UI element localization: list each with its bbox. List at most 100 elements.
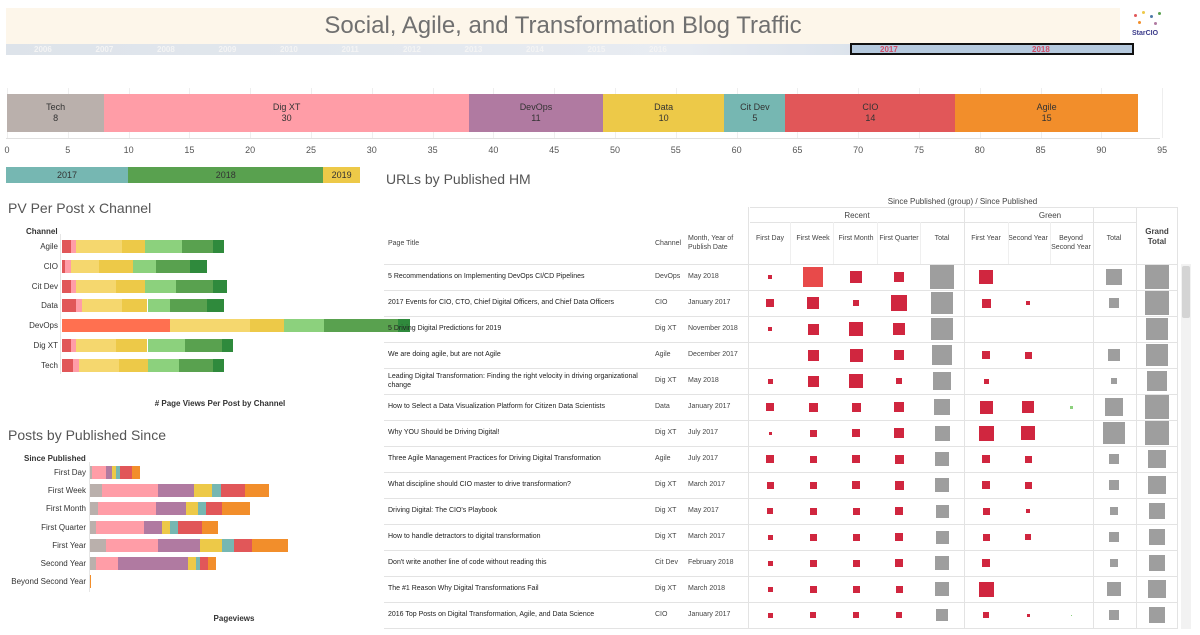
timeline-year-2015[interactable]: 2015 <box>587 45 606 54</box>
since-bar-segment-agile <box>90 575 91 589</box>
table-row-divider <box>384 628 1177 629</box>
since-row-label: First Week <box>47 486 86 496</box>
since-chart-title: Posts by Published Since <box>8 427 166 443</box>
row-page-title[interactable]: How to Select a Data Visualization Platf… <box>388 403 605 410</box>
timeline-year-2008[interactable]: 2008 <box>157 45 175 54</box>
channel-segment-cio[interactable]: CIO 14 <box>785 94 956 132</box>
channel-segment-dig-xt[interactable]: Dig XT 30 <box>104 94 470 132</box>
table-row-divider <box>384 472 1177 473</box>
timeline-selection[interactable] <box>850 43 1134 55</box>
table-mark <box>1107 582 1121 596</box>
row-page-title[interactable]: How to handle detractors to digital tran… <box>388 533 541 540</box>
table-mark <box>767 560 773 566</box>
row-page-title[interactable]: Driving Digital: The CIO's Playbook <box>388 507 497 514</box>
pv-row-label: Dig XT <box>33 341 58 350</box>
channel-segment-label: Data <box>654 102 674 112</box>
table-mark <box>768 275 772 279</box>
table-vline <box>1093 207 1094 629</box>
row-page-title[interactable]: 5 Driving Digital Predictions for 2019 <box>388 325 502 332</box>
row-page-title[interactable]: What discipline should CIO master to dri… <box>388 481 571 488</box>
pv-bar-segment <box>170 319 251 333</box>
row-date: February 2018 <box>688 559 734 566</box>
table-mark <box>1145 421 1169 445</box>
row-page-title[interactable]: Don't write another line of code without… <box>388 559 547 566</box>
pv-bar-segment <box>116 279 145 293</box>
channel-segment-data[interactable]: Data 10 <box>602 94 725 132</box>
timeline-year-2016[interactable]: 2016 <box>649 45 667 54</box>
year-segment-2017[interactable]: 2017 <box>6 167 129 183</box>
timeline-year-2012[interactable]: 2012 <box>403 45 421 54</box>
channel-segment-cit-dev[interactable]: Cit Dev 5 <box>724 94 786 132</box>
row-page-title[interactable]: 2017 Events for CIO, CTO, Chief Digital … <box>388 299 615 306</box>
channel-segment-label: Agile <box>1036 102 1057 112</box>
channel-segment-label: Dig XT <box>272 102 301 112</box>
timeline-year-2011[interactable]: 2011 <box>341 45 359 54</box>
table-mark <box>930 265 954 289</box>
pv-bar-segment <box>147 358 179 372</box>
table-mark <box>767 586 773 592</box>
row-date: January 2017 <box>688 611 731 618</box>
since-bar-segment-data <box>188 557 196 570</box>
timeline-year-2017[interactable]: 2017 <box>880 45 898 54</box>
row-page-title[interactable]: 5 Recommendations on Implementing DevOps… <box>388 273 585 280</box>
row-channel: Dig XT <box>655 377 677 384</box>
timeline-year-2007[interactable]: 2007 <box>95 45 114 54</box>
since-bar-segment-cit-dev <box>196 557 200 570</box>
timeline-year-2018[interactable]: 2018 <box>1032 45 1050 54</box>
channel-segment-tech[interactable]: Tech 8 <box>7 94 105 132</box>
row-page-title[interactable]: Leading Digital Transformation: Finding … <box>388 373 638 389</box>
logo-text: StarCIO <box>1132 30 1159 37</box>
row-page-title[interactable]: The #1 Reason Why Digital Transformation… <box>388 585 539 592</box>
year-segment-2019[interactable]: 2019 <box>323 167 360 183</box>
table-mark <box>896 612 902 618</box>
table-header-vline <box>1008 222 1009 264</box>
table-mark <box>809 481 817 489</box>
since-bar-segment-data <box>200 538 222 552</box>
row-page-title[interactable]: 2016 Top Posts on Digital Transformation… <box>388 611 595 618</box>
pv-bar-segment <box>76 339 117 352</box>
channel-segment-devops[interactable]: DevOps 11 <box>469 94 603 132</box>
table-mark <box>849 348 863 362</box>
row-channel: Dig XT <box>655 429 677 436</box>
table-hline <box>750 222 1137 223</box>
timeline-year-2013[interactable]: 2013 <box>464 45 483 54</box>
channel-segment-value: 30 <box>281 113 292 123</box>
col-total-recent: Total <box>934 235 950 242</box>
table-header-vline <box>877 222 878 264</box>
stack-tick-label: 60 <box>731 145 742 155</box>
since-row-label: First Quarter <box>41 522 86 532</box>
since-bar-segment-agile <box>132 466 140 479</box>
timeline-year-2009[interactable]: 2009 <box>218 45 237 54</box>
pv-bar-segment <box>76 279 117 293</box>
pv-bar-segment <box>76 240 122 253</box>
table-mark <box>933 372 951 390</box>
starcio-logo: StarCIO <box>1126 8 1170 44</box>
table-mark <box>894 350 904 360</box>
table-mark <box>1145 265 1169 289</box>
row-page-title[interactable]: Three Agile Management Practices for Dri… <box>388 455 601 462</box>
table-header-vline <box>833 222 834 264</box>
table-mark <box>807 323 819 335</box>
table-mark <box>1109 532 1119 542</box>
table-mark <box>936 609 948 621</box>
timeline-year-2010[interactable]: 2010 <box>280 45 298 54</box>
table-scrollbar[interactable] <box>1181 264 1191 629</box>
timeline-year-2006[interactable]: 2006 <box>34 45 52 54</box>
pv-plot-area <box>60 234 371 374</box>
year-segment-2018[interactable]: 2018 <box>128 167 324 183</box>
table-mark <box>1069 405 1073 409</box>
year-timeline-slider[interactable] <box>6 44 1134 55</box>
stack-tick-label: 75 <box>913 145 924 155</box>
row-channel: Dig XT <box>655 507 677 514</box>
row-channel: Dig XT <box>655 481 677 488</box>
table-row-divider <box>384 524 1177 525</box>
row-page-title[interactable]: We are doing agile, but are not Agile <box>388 351 501 358</box>
scrollbar-thumb[interactable] <box>1182 266 1190 318</box>
timeline-year-2014[interactable]: 2014 <box>526 45 544 54</box>
since-bar-segment-tech <box>90 520 96 534</box>
table-mark <box>809 507 817 515</box>
table-mark <box>767 508 773 514</box>
pv-row-label: DevOps <box>29 321 58 331</box>
row-page-title[interactable]: Why YOU Should be Driving Digital! <box>388 429 500 436</box>
channel-segment-agile[interactable]: Agile 15 <box>955 94 1138 132</box>
